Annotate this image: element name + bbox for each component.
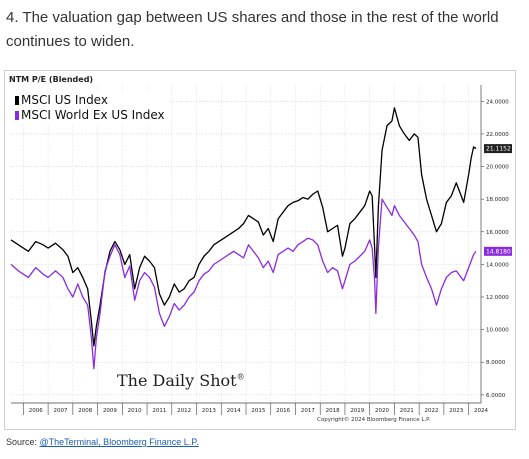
y-tick-label: 14.0000 [486, 262, 509, 268]
x-tick-label: 2014 [227, 408, 241, 414]
legend-swatch-us [15, 96, 19, 105]
x-tick-label: 2021 [400, 408, 414, 414]
y-tick-label: 20.0000 [486, 165, 509, 171]
x-tick-label: 2023 [449, 408, 463, 414]
x-tick-label: 2017 [301, 408, 315, 414]
y-tick-label: 10.0000 [486, 328, 509, 334]
watermark-text: The Daily Shot [117, 371, 237, 390]
y-tick-label: 16.0000 [486, 230, 509, 236]
plot-area: 6.0000 8.0000 10.0000 12.0000 14.0000 16.0000… [10, 85, 512, 415]
series-layer [10, 107, 477, 370]
source-line: Source: @TheTerminal, Bloomberg Finance … [6, 437, 199, 447]
series-line-1 [10, 198, 477, 370]
last-value-box-1: 14.8180 [484, 246, 512, 256]
x-tick-label: 2008 [78, 408, 92, 414]
y-tick-label: 22.0000 [486, 132, 509, 138]
x-tick-label: 2024 [474, 408, 488, 414]
legend-label-world-ex-us: MSCI World Ex US Index [21, 108, 165, 122]
x-tick-label: 2012 [177, 408, 191, 414]
legend-item-us: MSCI US Index [15, 93, 165, 108]
chart-frame: NTM P/E (Blended) 6.0000 8.0000 10.0000 12.… [4, 70, 516, 430]
last-value-box-0: 21.1152 [484, 144, 512, 154]
x-tick-label: 2018 [326, 408, 340, 414]
y-tick-label: 6.0000 [486, 393, 506, 399]
series-line-0 [10, 107, 477, 347]
legend: MSCI US Index MSCI World Ex US Index [11, 91, 169, 125]
last-value-box-bg [484, 246, 512, 256]
y-tick-label: 8.0000 [486, 360, 506, 366]
last-value-label: 21.1152 [486, 146, 511, 153]
grid-layer [11, 85, 481, 403]
daily-shot-watermark: The Daily Shot® [117, 371, 245, 390]
last-value-box-bg [484, 144, 512, 154]
x-tick-label: 2019 [350, 408, 364, 414]
article-heading: 4. The valuation gap between US shares a… [6, 9, 499, 50]
x-tick-label: 2013 [202, 408, 216, 414]
x-tick-label: 2011 [152, 408, 166, 414]
last-value-label: 14.8180 [486, 248, 511, 255]
legend-swatch-world-ex-us [15, 111, 19, 120]
source-prefix: Source: [6, 437, 40, 447]
x-tick-label: 2010 [128, 408, 142, 414]
x-tick-label: 2016 [276, 408, 290, 414]
axis-layer: 6.0000 8.0000 10.0000 12.0000 14.0000 16.0000… [11, 85, 512, 415]
source-link[interactable]: @TheTerminal, Bloomberg Finance L.P. [39, 437, 199, 447]
x-tick-label: 2022 [425, 408, 439, 414]
x-tick-label: 2007 [53, 408, 67, 414]
watermark-mark: ® [236, 372, 245, 382]
x-tick-label: 2006 [29, 408, 43, 414]
x-tick-label: 2020 [375, 408, 389, 414]
copyright-notice: Copyright© 2024 Bloomberg Finance L.P. [317, 417, 431, 423]
chart-title: NTM P/E (Blended) [9, 75, 94, 84]
legend-label-us: MSCI US Index [21, 93, 108, 107]
x-tick-label: 2009 [103, 408, 117, 414]
y-tick-label: 18.0000 [486, 197, 509, 203]
legend-item-world-ex-us: MSCI World Ex US Index [15, 108, 165, 123]
y-tick-label: 24.0000 [486, 99, 509, 105]
y-tick-label: 12.0000 [486, 295, 509, 301]
x-tick-label: 2015 [251, 408, 265, 414]
